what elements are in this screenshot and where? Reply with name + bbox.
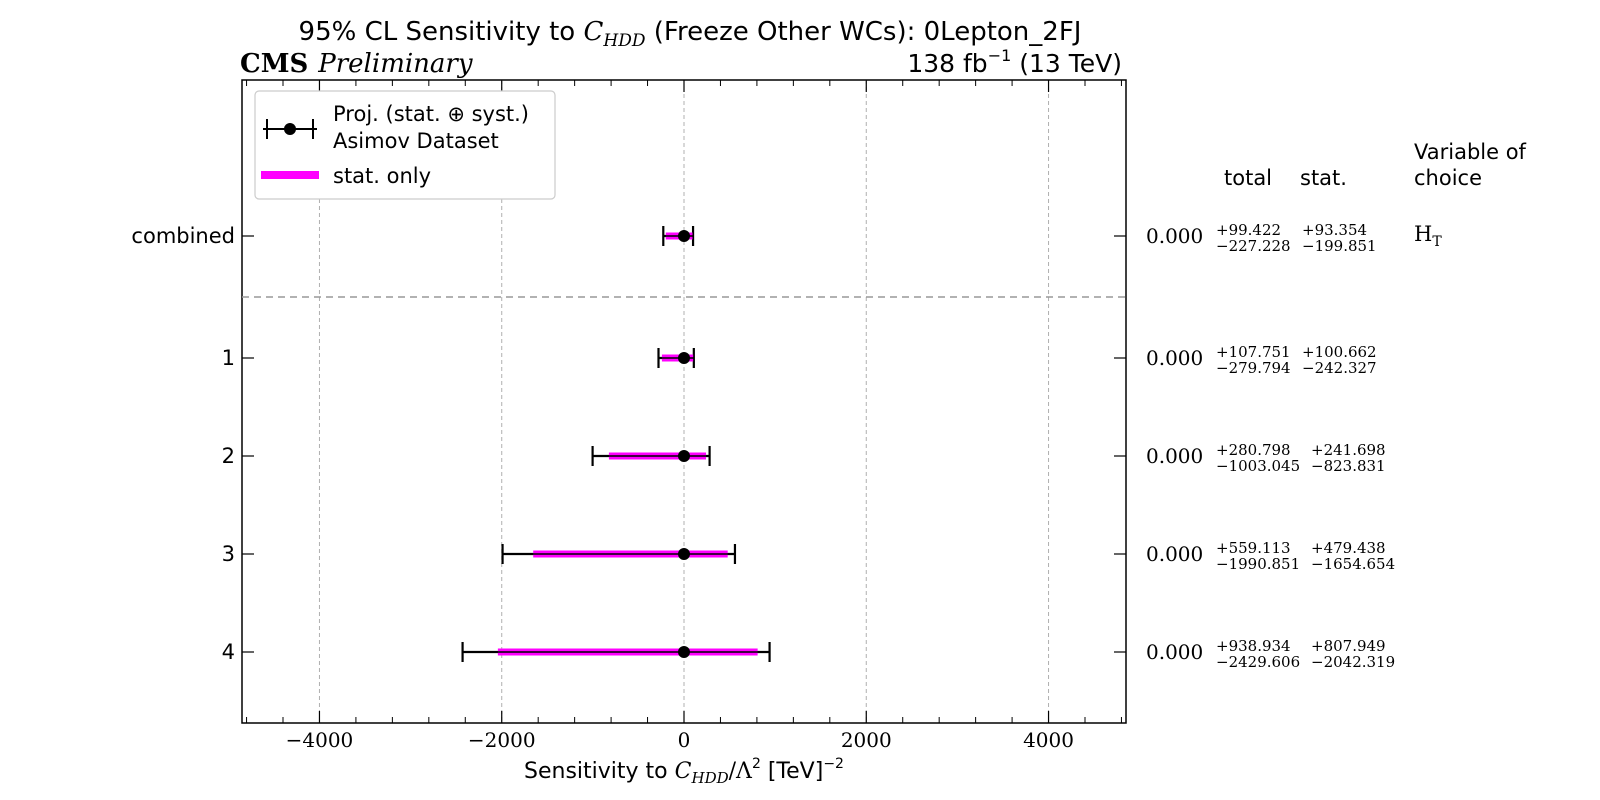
legend-box — [254, 90, 556, 200]
row-stat-up: +93.354 — [1302, 221, 1367, 239]
row-total-up: +99.422 — [1216, 221, 1281, 239]
x-tick-label: −4000 — [286, 728, 354, 752]
title-symbol: C — [583, 17, 603, 47]
x-tick-label: 0 — [678, 728, 691, 752]
row-stat-down: −823.831 — [1311, 457, 1386, 475]
legend-asimov-label: Asimov Dataset — [333, 129, 499, 153]
legend-total-label: Proj. (stat. ⊕ syst.) — [333, 102, 529, 126]
row-stat-down: −2042.319 — [1311, 653, 1395, 671]
row-value: 0.000 — [1146, 444, 1203, 468]
header-variable-line2: choice — [1414, 166, 1482, 190]
x-axis-label: Sensitivity to CHDD/Λ2 [TeV]−2 — [524, 756, 844, 787]
xlabel-mid: /Λ — [729, 759, 753, 784]
central-value-point — [678, 646, 690, 658]
xlabel-symbol: C — [675, 759, 692, 784]
central-value-point — [678, 450, 690, 462]
y-tick-label: 3 — [222, 542, 235, 566]
row-stat-down: −242.327 — [1302, 359, 1377, 377]
row-stat-down: −1654.654 — [1311, 555, 1395, 573]
row-total-down: −227.228 — [1216, 237, 1291, 255]
row-stat-up: +479.438 — [1311, 539, 1386, 557]
xlabel-prefix: Sensitivity to — [524, 759, 675, 784]
row-total-up: +559.113 — [1216, 539, 1291, 557]
xlabel-suffix: [TeV] — [761, 759, 823, 784]
xlabel-sub: HDD — [690, 769, 728, 787]
row-total-down: −279.794 — [1216, 359, 1291, 377]
header-total: total — [1224, 166, 1272, 190]
central-value-point — [678, 352, 690, 364]
lumi-value: 138 fb — [907, 49, 987, 78]
header-stat: stat. — [1300, 166, 1347, 190]
legend-stat-label: stat. only — [333, 164, 431, 188]
x-ticks: −4000 −2000 0 2000 4000 — [246, 80, 1122, 752]
y-ticks: combined 1 2 3 4 — [131, 224, 1126, 664]
row-stat-up: +100.662 — [1302, 343, 1377, 361]
row-stat-up: +241.698 — [1311, 441, 1386, 459]
chart-title: 95% CL Sensitivity to CHDD (Freeze Other… — [299, 17, 1082, 51]
xlabel-sup2: −2 — [823, 756, 844, 772]
x-tick-label: 2000 — [841, 728, 892, 752]
central-value-point — [678, 230, 690, 242]
xlabel-sup1: 2 — [752, 756, 761, 772]
legend-total-marker — [263, 119, 317, 139]
experiment-status: Preliminary — [317, 49, 473, 79]
row-value: 0.000 — [1146, 542, 1203, 566]
variable-of-choice: HT — [1414, 222, 1442, 250]
row-total-down: −1003.045 — [1216, 457, 1300, 475]
results-table: 0.000 +99.422−227.228 +93.354−199.851 0.000… — [1146, 221, 1395, 671]
row-value: 0.000 — [1146, 224, 1203, 248]
data-marks — [461, 226, 771, 662]
central-value-point — [678, 548, 690, 560]
row-total-down: −1990.851 — [1216, 555, 1300, 573]
title-suffix: (Freeze Other WCs): 0Lepton_2FJ — [645, 17, 1081, 47]
row-value: 0.000 — [1146, 640, 1203, 664]
lumi-energy: (13 TeV) — [1011, 49, 1122, 78]
lumi-exponent: −1 — [988, 46, 1012, 65]
row-total-up: +280.798 — [1216, 441, 1291, 459]
row-value: 0.000 — [1146, 346, 1203, 370]
experiment-name: CMS — [240, 49, 308, 79]
row-total-up: +107.751 — [1216, 343, 1291, 361]
row-stat-up: +807.949 — [1311, 637, 1386, 655]
experiment-label: CMS Preliminary — [240, 49, 473, 79]
header-variable-line1: Variable of — [1414, 140, 1527, 164]
row-total-up: +938.934 — [1216, 637, 1291, 655]
row-total-down: −2429.606 — [1216, 653, 1300, 671]
y-tick-label: 2 — [222, 444, 235, 468]
luminosity-label: 138 fb−1 (13 TeV) — [907, 46, 1122, 78]
title-prefix: 95% CL Sensitivity to — [299, 17, 584, 47]
y-tick-label: 1 — [222, 346, 235, 370]
title-symbol-sub: HDD — [602, 31, 645, 51]
row-stat-down: −199.851 — [1302, 237, 1377, 255]
y-tick-label: 4 — [222, 640, 235, 664]
variable-symbol: H — [1414, 222, 1432, 246]
variable-sub: T — [1432, 234, 1442, 250]
legend: Proj. (stat. ⊕ syst.) Asimov Dataset sta… — [254, 90, 556, 200]
x-tick-label: 4000 — [1023, 728, 1074, 752]
x-tick-label: −2000 — [468, 728, 536, 752]
y-tick-label: combined — [131, 224, 235, 248]
